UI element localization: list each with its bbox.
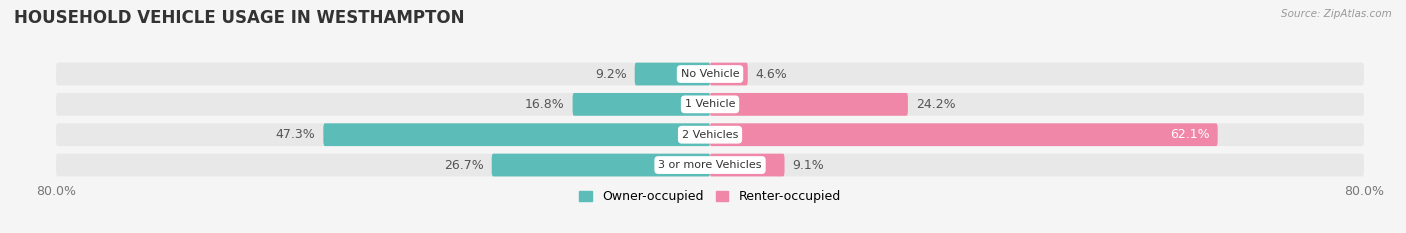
Legend: Owner-occupied, Renter-occupied: Owner-occupied, Renter-occupied (575, 185, 845, 208)
Text: 26.7%: 26.7% (444, 158, 484, 171)
FancyBboxPatch shape (710, 123, 1218, 146)
FancyBboxPatch shape (56, 93, 1364, 116)
Text: 3 or more Vehicles: 3 or more Vehicles (658, 160, 762, 170)
FancyBboxPatch shape (710, 93, 908, 116)
FancyBboxPatch shape (56, 154, 1364, 176)
FancyBboxPatch shape (56, 123, 1364, 146)
Text: 16.8%: 16.8% (524, 98, 565, 111)
Text: 24.2%: 24.2% (915, 98, 956, 111)
Text: 2 Vehicles: 2 Vehicles (682, 130, 738, 140)
FancyBboxPatch shape (572, 93, 710, 116)
Text: 62.1%: 62.1% (1170, 128, 1209, 141)
Text: 9.2%: 9.2% (595, 68, 627, 81)
Text: No Vehicle: No Vehicle (681, 69, 740, 79)
Text: 9.1%: 9.1% (793, 158, 824, 171)
FancyBboxPatch shape (710, 63, 748, 86)
Text: 4.6%: 4.6% (756, 68, 787, 81)
Text: Source: ZipAtlas.com: Source: ZipAtlas.com (1281, 9, 1392, 19)
FancyBboxPatch shape (710, 154, 785, 176)
Text: 1 Vehicle: 1 Vehicle (685, 99, 735, 109)
Text: 47.3%: 47.3% (276, 128, 315, 141)
FancyBboxPatch shape (323, 123, 710, 146)
FancyBboxPatch shape (56, 63, 1364, 86)
FancyBboxPatch shape (634, 63, 710, 86)
Text: HOUSEHOLD VEHICLE USAGE IN WESTHAMPTON: HOUSEHOLD VEHICLE USAGE IN WESTHAMPTON (14, 9, 464, 27)
FancyBboxPatch shape (492, 154, 710, 176)
